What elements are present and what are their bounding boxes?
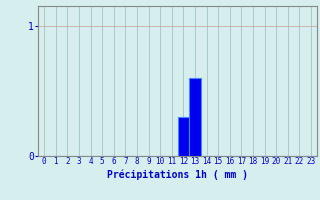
Bar bbox=[178, 117, 189, 156]
Bar bbox=[189, 78, 201, 156]
X-axis label: Précipitations 1h ( mm ): Précipitations 1h ( mm ) bbox=[107, 169, 248, 180]
